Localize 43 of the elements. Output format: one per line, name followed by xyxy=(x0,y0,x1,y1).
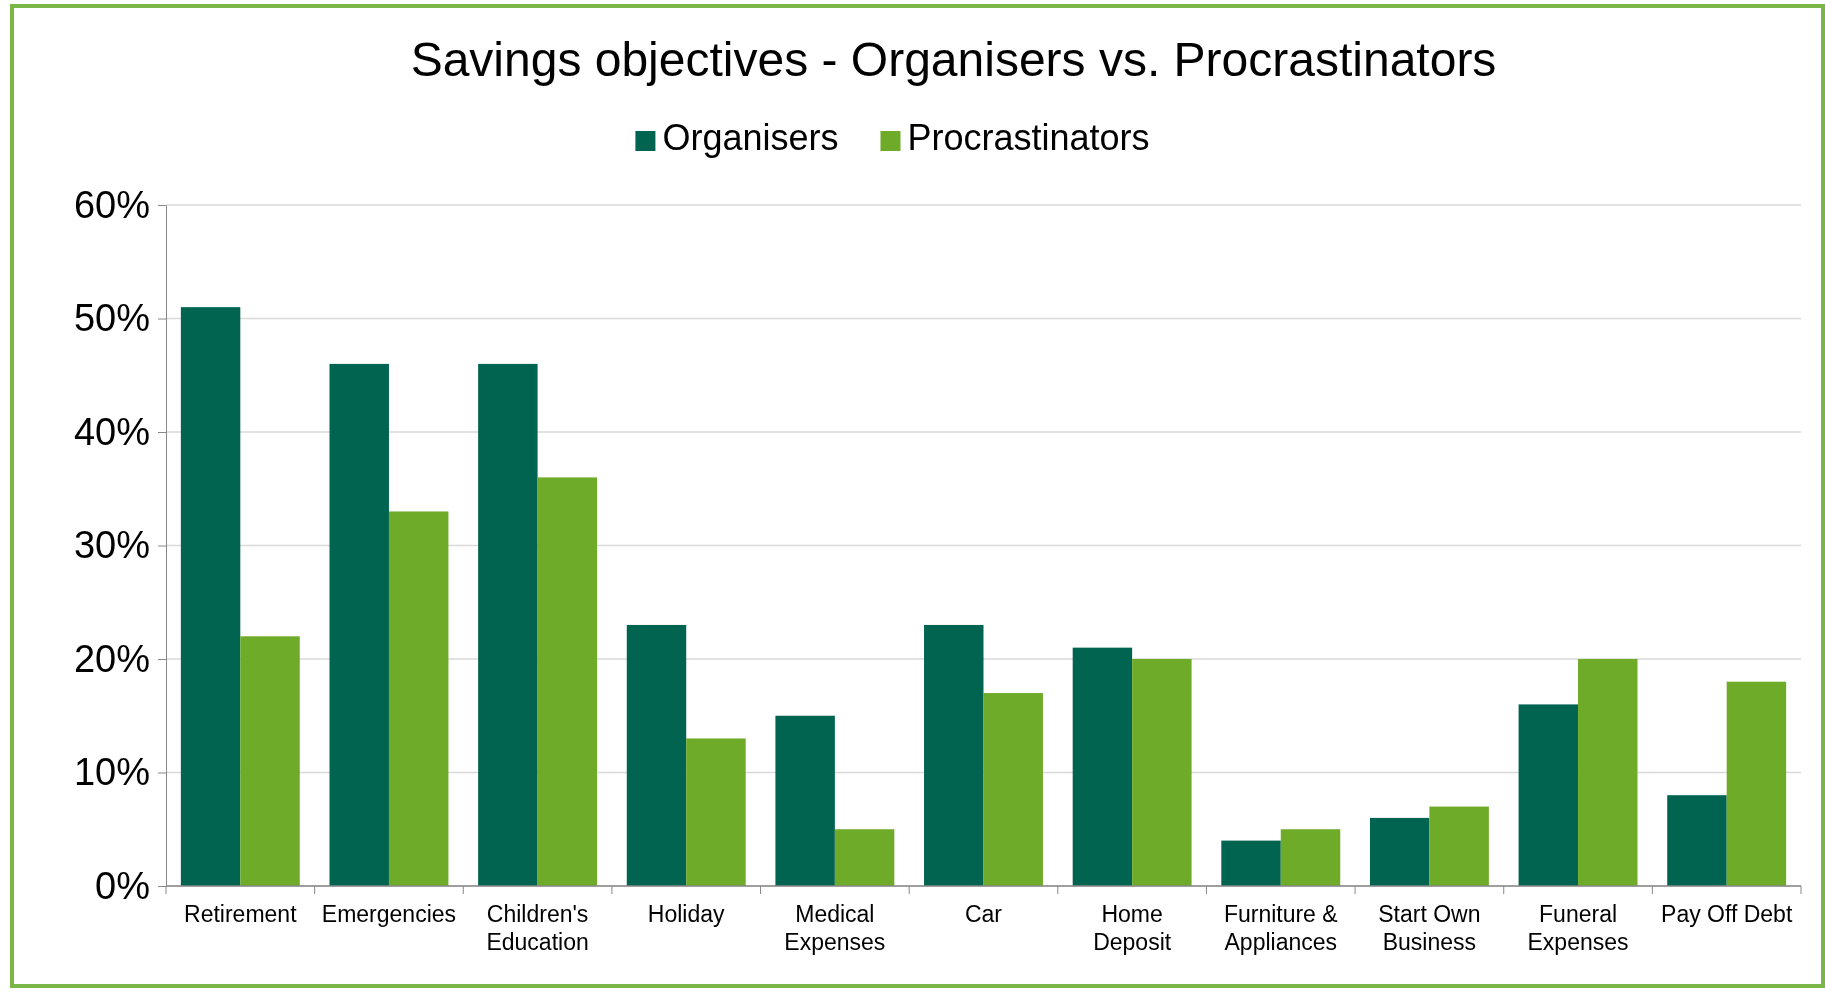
x-tick-label: Retirement xyxy=(184,901,298,927)
bar xyxy=(1280,829,1341,886)
y-tick-label: 50% xyxy=(73,297,150,340)
bar xyxy=(240,636,300,886)
y-tick-label: 30% xyxy=(73,524,150,567)
x-tick-label: Funeral Expenses xyxy=(1527,901,1629,955)
bar xyxy=(329,363,389,886)
y-tick-label: 0% xyxy=(95,864,150,907)
y-tick-label: 60% xyxy=(73,183,150,226)
x-tick-label: Holiday xyxy=(647,901,726,927)
bar xyxy=(1578,659,1638,886)
x-tick-label: Emergencies xyxy=(321,901,457,927)
x-tick-label: Furniture & Appliances xyxy=(1223,901,1338,955)
bar xyxy=(1132,659,1192,886)
bar xyxy=(537,477,598,886)
bar xyxy=(686,738,746,886)
y-tick-label: 40% xyxy=(73,410,150,453)
x-tick-label: Pay Off Debt xyxy=(1661,901,1793,927)
bar xyxy=(775,715,835,886)
bar xyxy=(1221,840,1281,886)
bar xyxy=(983,693,1043,886)
x-tick-label: Children's Education xyxy=(486,901,589,955)
legend-label: Procrastinators xyxy=(907,117,1150,158)
bar xyxy=(1072,647,1133,886)
bar xyxy=(1518,704,1579,886)
bar xyxy=(834,829,895,886)
bar xyxy=(478,363,538,886)
bar xyxy=(388,511,449,886)
bar xyxy=(626,624,687,886)
bar xyxy=(1667,795,1727,886)
bar xyxy=(924,624,984,886)
x-tick-label: Start Own Business xyxy=(1378,901,1481,955)
y-tick-label: 10% xyxy=(73,751,150,794)
bar xyxy=(1429,806,1489,886)
bar xyxy=(1369,817,1430,886)
x-tick-label: Medical Expenses xyxy=(784,901,886,955)
y-tick-label: 20% xyxy=(73,637,150,680)
bar xyxy=(180,307,241,886)
bar xyxy=(1726,681,1787,886)
x-tick-label: Home Deposit xyxy=(1093,901,1172,955)
chart-title: Savings objectives - Organisers vs. Procrastinators xyxy=(410,33,1497,86)
legend-label: Organisers xyxy=(662,117,839,158)
x-tick-label: Car xyxy=(964,901,1003,927)
